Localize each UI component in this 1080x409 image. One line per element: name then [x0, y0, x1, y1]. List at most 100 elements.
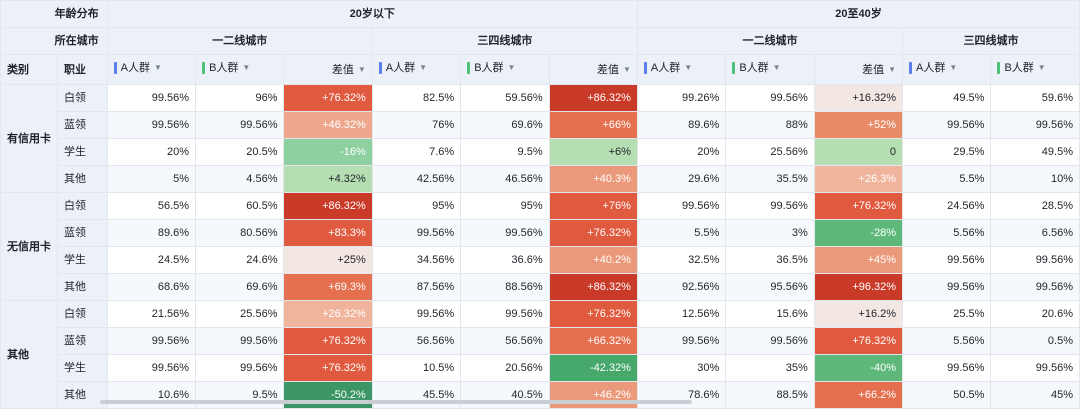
- value-cell[interactable]: 20.6%: [990, 300, 1080, 328]
- value-cell[interactable]: 95%: [460, 192, 550, 220]
- diff-cell[interactable]: +46.2%: [548, 381, 638, 409]
- diff-cell[interactable]: -40%: [813, 354, 904, 382]
- value-cell[interactable]: 42.56%: [371, 165, 462, 193]
- diff-cell[interactable]: +25%: [283, 246, 373, 274]
- value-cell[interactable]: 0.5%: [990, 327, 1080, 355]
- value-cell[interactable]: 34.56%: [371, 246, 462, 274]
- value-cell[interactable]: 49.5%: [902, 84, 992, 112]
- diff-cell[interactable]: -16%: [283, 138, 373, 166]
- value-cell[interactable]: 99.56%: [106, 327, 197, 355]
- value-cell[interactable]: 89.6%: [106, 219, 197, 247]
- value-cell[interactable]: 68.6%: [106, 273, 197, 301]
- value-cell[interactable]: 15.6%: [725, 300, 815, 328]
- value-cell[interactable]: 29.6%: [636, 165, 727, 193]
- header-city-tier12[interactable]: 一二线城市: [106, 27, 373, 55]
- value-cell[interactable]: 20.56%: [460, 354, 550, 382]
- diff-cell[interactable]: +45%: [813, 246, 904, 274]
- diff-cell[interactable]: +76.32%: [813, 327, 904, 355]
- value-cell[interactable]: 20%: [636, 138, 727, 166]
- value-cell[interactable]: 24.56%: [902, 192, 992, 220]
- horizontal-scrollbar[interactable]: [100, 400, 692, 404]
- value-cell[interactable]: 99.56%: [460, 300, 550, 328]
- diff-cell[interactable]: +66%: [548, 111, 638, 139]
- value-cell[interactable]: 45%: [990, 381, 1080, 409]
- header-metric-a[interactable]: A人群 ▼: [106, 54, 197, 85]
- value-cell[interactable]: 56.56%: [460, 327, 550, 355]
- diff-cell[interactable]: +40.2%: [548, 246, 638, 274]
- value-cell[interactable]: 99.56%: [902, 273, 992, 301]
- header-metric-b[interactable]: B人群 ▼: [195, 54, 285, 85]
- value-cell[interactable]: 29.5%: [902, 138, 992, 166]
- value-cell[interactable]: 99.56%: [636, 192, 727, 220]
- diff-cell[interactable]: +66.32%: [548, 327, 638, 355]
- value-cell[interactable]: 3%: [725, 219, 815, 247]
- value-cell[interactable]: 25.56%: [195, 300, 285, 328]
- header-metric-b[interactable]: B人群 ▼: [990, 54, 1080, 85]
- value-cell[interactable]: 99.56%: [990, 354, 1080, 382]
- value-cell[interactable]: 99.56%: [725, 192, 815, 220]
- value-cell[interactable]: 99.26%: [636, 84, 727, 112]
- sort-caret-icon[interactable]: ▼: [888, 64, 897, 74]
- diff-cell[interactable]: +6%: [548, 138, 638, 166]
- diff-cell[interactable]: -28%: [813, 219, 904, 247]
- value-cell[interactable]: 99.56%: [725, 327, 815, 355]
- value-cell[interactable]: 24.6%: [195, 246, 285, 274]
- sort-caret-icon[interactable]: ▼: [1037, 63, 1046, 72]
- value-cell[interactable]: 95.56%: [725, 273, 815, 301]
- value-cell[interactable]: 25.56%: [725, 138, 815, 166]
- value-cell[interactable]: 59.6%: [990, 84, 1080, 112]
- value-cell[interactable]: 5.5%: [636, 219, 727, 247]
- value-cell[interactable]: 96%: [195, 84, 285, 112]
- value-cell[interactable]: 82.5%: [371, 84, 462, 112]
- value-cell[interactable]: 59.56%: [460, 84, 550, 112]
- value-cell[interactable]: 99.56%: [990, 273, 1080, 301]
- sort-caret-icon[interactable]: ▼: [507, 63, 516, 72]
- value-cell[interactable]: 69.6%: [195, 273, 285, 301]
- diff-cell[interactable]: +86.32%: [548, 273, 638, 301]
- value-cell[interactable]: 4.56%: [195, 165, 285, 193]
- value-cell[interactable]: 78.6%: [636, 381, 727, 409]
- diff-cell[interactable]: +69.3%: [283, 273, 373, 301]
- value-cell[interactable]: 88.56%: [460, 273, 550, 301]
- diff-cell[interactable]: +26.3%: [813, 165, 904, 193]
- value-cell[interactable]: 46.56%: [460, 165, 550, 193]
- value-cell[interactable]: 99.56%: [106, 84, 197, 112]
- value-cell[interactable]: 5.5%: [902, 165, 992, 193]
- value-cell[interactable]: 5%: [106, 165, 197, 193]
- diff-cell[interactable]: -50.2%: [283, 381, 373, 409]
- value-cell[interactable]: 99.56%: [636, 327, 727, 355]
- sort-caret-icon[interactable]: ▼: [623, 64, 631, 74]
- value-cell[interactable]: 99.56%: [990, 111, 1080, 139]
- value-cell[interactable]: 99.56%: [902, 111, 992, 139]
- sort-caret-icon[interactable]: ▼: [419, 63, 428, 72]
- value-cell[interactable]: 10%: [990, 165, 1080, 193]
- value-cell[interactable]: 10.5%: [371, 354, 462, 382]
- header-age-under20[interactable]: 20岁以下: [106, 0, 638, 28]
- value-cell[interactable]: 32.5%: [636, 246, 727, 274]
- value-cell[interactable]: 9.5%: [460, 138, 550, 166]
- value-cell[interactable]: 35%: [725, 354, 815, 382]
- value-cell[interactable]: 50.5%: [902, 381, 992, 409]
- header-metric-diff[interactable]: 差值 ▼: [548, 54, 638, 85]
- sort-caret-icon[interactable]: ▼: [357, 64, 366, 74]
- value-cell[interactable]: 5.56%: [902, 327, 992, 355]
- diff-cell[interactable]: +76.32%: [548, 300, 638, 328]
- diff-cell[interactable]: +46.32%: [283, 111, 373, 139]
- diff-cell[interactable]: +83.3%: [283, 219, 373, 247]
- header-metric-b[interactable]: B人群 ▼: [460, 54, 550, 85]
- diff-cell[interactable]: +76%: [548, 192, 638, 220]
- header-metric-a[interactable]: A人群 ▼: [902, 54, 992, 85]
- value-cell[interactable]: 24.5%: [106, 246, 197, 274]
- value-cell[interactable]: 7.6%: [371, 138, 462, 166]
- value-cell[interactable]: 56.5%: [106, 192, 197, 220]
- sort-caret-icon[interactable]: ▼: [949, 63, 958, 72]
- sort-caret-icon[interactable]: ▼: [772, 63, 781, 72]
- value-cell[interactable]: 20%: [106, 138, 197, 166]
- diff-cell[interactable]: +76.32%: [283, 354, 373, 382]
- value-cell[interactable]: 20.5%: [195, 138, 285, 166]
- value-cell[interactable]: 49.5%: [990, 138, 1080, 166]
- value-cell[interactable]: 36.6%: [460, 246, 550, 274]
- value-cell[interactable]: 6.56%: [990, 219, 1080, 247]
- diff-cell[interactable]: +86.32%: [548, 84, 638, 112]
- value-cell[interactable]: 89.6%: [636, 111, 727, 139]
